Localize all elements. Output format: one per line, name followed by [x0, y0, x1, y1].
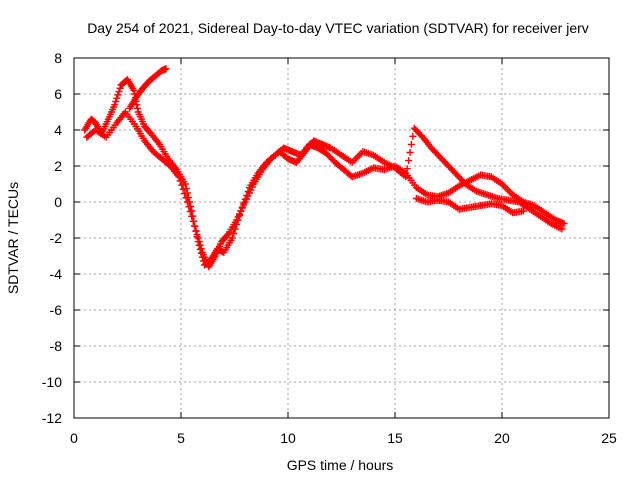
- data-point-1: [186, 208, 194, 216]
- x-tick-label: 25: [601, 430, 617, 446]
- x-tick-label: 15: [387, 430, 403, 446]
- data-point-1: [405, 157, 413, 165]
- data-point-1: [193, 230, 201, 238]
- data-point-0: [228, 234, 236, 242]
- data-point-1: [403, 165, 411, 173]
- y-axis-title: SDTVAR / TECUs: [5, 182, 21, 294]
- data-point-1: [194, 234, 202, 242]
- x-tick-label: 20: [494, 430, 510, 446]
- x-tick-label: 0: [70, 430, 78, 446]
- data-point-1: [223, 232, 231, 240]
- data-point-0: [182, 185, 190, 192]
- data-point-0: [112, 98, 120, 105]
- data-point-1: [178, 181, 186, 189]
- axis-ticks: 0 5 10 15 20 25 -12 -10 -8 -6 -4 -2 0 2 4 6 8: [42, 50, 617, 446]
- y-tick-label: -2: [50, 230, 63, 246]
- y-tick-label: -4: [50, 266, 63, 282]
- data-point-0: [111, 101, 119, 109]
- data-point-1: [195, 238, 203, 246]
- y-tick-label: 6: [54, 86, 62, 102]
- data-point-0: [113, 94, 121, 102]
- data-point-0: [230, 230, 238, 237]
- y-tick-label: -8: [50, 338, 63, 354]
- y-tick-label: -6: [50, 302, 63, 318]
- data-point-1: [189, 217, 197, 225]
- x-axis-title: GPS time / hours: [287, 457, 394, 473]
- y-tick-label: -10: [42, 374, 62, 390]
- data-point-1: [179, 185, 187, 193]
- data-point-1: [185, 203, 193, 211]
- y-tick-label: -12: [42, 410, 62, 426]
- data-point-1: [182, 194, 190, 202]
- grid: [74, 58, 609, 418]
- x-tick-label: 10: [280, 430, 296, 446]
- y-tick-label: 0: [54, 194, 62, 210]
- data-point-0: [560, 220, 568, 228]
- data-point-0: [133, 104, 141, 112]
- data-point-1: [181, 190, 189, 198]
- data-point-1: [409, 132, 417, 140]
- y-tick-label: 8: [54, 50, 62, 66]
- data-points: [81, 65, 568, 271]
- data-point-1: [197, 245, 205, 253]
- data-point-1: [402, 173, 410, 181]
- data-point-0: [116, 84, 124, 92]
- data-point-1: [407, 140, 415, 148]
- data-point-1: [192, 227, 200, 235]
- data-point-1: [175, 173, 183, 181]
- data-point-0: [130, 86, 138, 94]
- data-point-0: [115, 88, 123, 96]
- data-point-0: [181, 180, 189, 188]
- x-tick-label: 5: [177, 430, 185, 446]
- data-point-0: [114, 91, 122, 99]
- data-point-2: [162, 65, 170, 73]
- data-point-1: [188, 212, 196, 220]
- chart-title: Day 254 of 2021, Sidereal Day-to-day VTE…: [87, 20, 589, 36]
- y-tick-label: 4: [54, 122, 62, 138]
- data-point-1: [196, 241, 204, 249]
- data-point-1: [176, 177, 184, 185]
- data-point-1: [191, 222, 199, 230]
- data-point-3: [519, 207, 527, 215]
- data-point-1: [183, 198, 191, 206]
- y-tick-label: 2: [54, 158, 62, 174]
- data-point-1: [406, 149, 414, 156]
- data-point-1: [558, 225, 566, 233]
